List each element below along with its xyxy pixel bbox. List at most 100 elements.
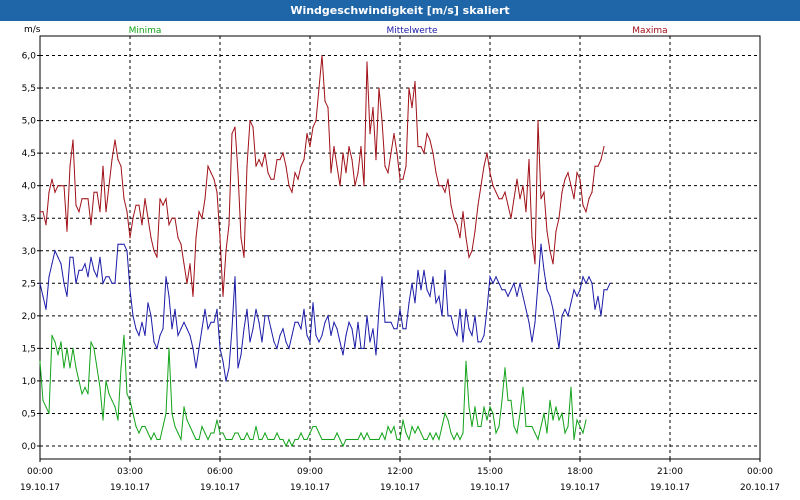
data-point-mittelwerte (270, 328, 272, 330)
data-point-mittelwerte (402, 328, 404, 330)
data-point-minima (396, 438, 398, 441)
data-point-minima (501, 399, 503, 401)
data-point-maxima (231, 133, 233, 135)
data-point-mittelwerte (507, 295, 509, 297)
data-point-minima (540, 425, 542, 428)
data-point-minima (516, 432, 518, 434)
data-point-mittelwerte (558, 347, 560, 349)
data-point-maxima (570, 185, 572, 187)
x-tick-time: 09:00 (297, 467, 323, 477)
data-point-mittelwerte (45, 308, 47, 310)
data-point-maxima (198, 211, 200, 213)
data-point-maxima (345, 172, 347, 174)
data-point-maxima (462, 211, 464, 213)
data-point-mittelwerte (552, 308, 554, 310)
data-point-mittelwerte (549, 295, 551, 297)
data-point-mittelwerte (432, 276, 434, 278)
data-point-mittelwerte (366, 315, 368, 317)
data-point-minima (261, 438, 263, 441)
data-point-maxima (543, 191, 545, 193)
data-point-minima (294, 438, 296, 441)
data-point-minima (303, 438, 305, 441)
data-point-minima (315, 425, 317, 428)
data-point-maxima (162, 204, 164, 206)
data-point-mittelwerte (492, 282, 494, 284)
data-point-mittelwerte (534, 321, 536, 323)
data-point-mittelwerte (468, 328, 470, 330)
data-point-mittelwerte (279, 334, 281, 336)
data-point-minima (492, 412, 494, 414)
data-point-maxima (246, 165, 248, 167)
data-point-minima (192, 432, 194, 434)
y-tick-label: 6,0 (22, 52, 37, 62)
data-point-minima (270, 438, 272, 441)
data-point-maxima (429, 139, 431, 141)
data-point-mittelwerte (228, 367, 230, 369)
data-point-minima (114, 406, 116, 408)
y-axis-label: m/s (24, 25, 41, 35)
data-point-mittelwerte (489, 276, 491, 278)
data-point-minima (135, 425, 137, 428)
data-point-mittelwerte (150, 315, 152, 317)
data-point-mittelwerte (474, 315, 476, 317)
data-point-mittelwerte (327, 315, 329, 317)
data-point-maxima (54, 191, 56, 193)
data-point-mittelwerte (372, 328, 374, 330)
data-point-mittelwerte (405, 328, 407, 330)
data-point-maxima (552, 263, 554, 265)
data-point-mittelwerte (156, 347, 158, 349)
data-point-minima (375, 438, 377, 441)
data-point-maxima (228, 224, 230, 226)
data-point-mittelwerte (258, 321, 260, 323)
data-point-maxima (204, 198, 206, 200)
data-point-minima (384, 438, 386, 441)
data-point-minima (147, 432, 149, 434)
data-point-minima (81, 393, 83, 395)
data-point-mittelwerte (168, 295, 170, 297)
data-point-minima (363, 438, 365, 441)
data-point-minima (366, 432, 368, 434)
data-point-mittelwerte (543, 269, 545, 271)
data-point-maxima (141, 224, 143, 226)
data-point-minima (186, 419, 188, 421)
data-point-maxima (423, 152, 425, 154)
data-point-minima (249, 438, 251, 441)
data-point-maxima (510, 217, 512, 219)
data-point-mittelwerte (483, 334, 485, 336)
data-point-mittelwerte (303, 308, 305, 310)
data-point-mittelwerte (213, 321, 215, 323)
data-point-mittelwerte (186, 328, 188, 330)
data-point-mittelwerte (291, 334, 293, 336)
data-point-maxima (156, 256, 158, 258)
data-point-maxima (525, 211, 527, 213)
data-point-maxima (597, 165, 599, 167)
data-point-mittelwerte (480, 341, 482, 343)
data-point-minima (99, 386, 101, 388)
data-point-maxima (135, 204, 137, 206)
data-point-maxima (438, 185, 440, 187)
data-point-mittelwerte (378, 308, 380, 310)
data-point-maxima (396, 152, 398, 154)
data-point-mittelwerte (93, 269, 95, 271)
data-point-minima (321, 438, 323, 441)
data-point-maxima (150, 237, 152, 239)
data-point-minima (576, 419, 578, 421)
data-point-minima (276, 432, 278, 434)
data-point-minima (231, 438, 233, 441)
data-point-maxima (501, 198, 503, 200)
data-point-maxima (471, 250, 473, 252)
legend-minima: Minima (129, 26, 162, 36)
data-point-minima (69, 367, 71, 369)
data-point-mittelwerte (147, 302, 149, 304)
data-point-minima (507, 399, 509, 401)
data-point-mittelwerte (399, 308, 401, 310)
data-point-mittelwerte (264, 315, 266, 317)
data-point-maxima (96, 191, 98, 193)
data-point-maxima (90, 224, 92, 226)
data-point-maxima (315, 120, 317, 122)
data-point-minima (330, 438, 332, 441)
data-point-minima (222, 432, 224, 434)
data-point-mittelwerte (294, 321, 296, 323)
data-point-minima (138, 432, 140, 434)
data-point-maxima (453, 217, 455, 219)
